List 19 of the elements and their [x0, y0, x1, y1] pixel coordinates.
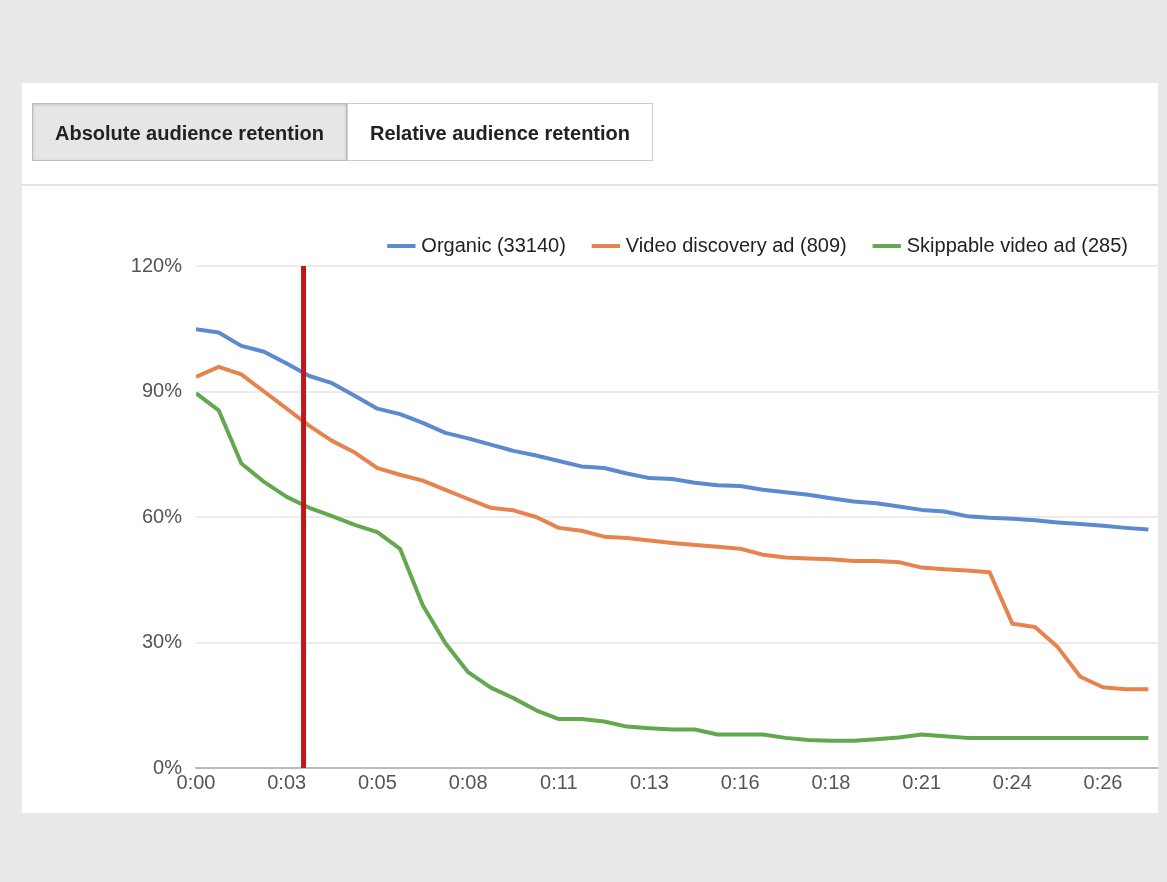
legend-label: Skippable video ad (285): [906, 233, 1129, 256]
text: Relative audience retention: [346, 103, 654, 161]
x-tick-label: 0:21: [902, 770, 942, 793]
x-tick-label: 0:18: [811, 770, 851, 793]
legend-label: Video discovery ad (809): [625, 233, 847, 256]
x-tick-label: 0:05: [357, 770, 397, 793]
x-tick-label: 0:13: [630, 770, 669, 793]
x-tick-label: 0:16: [720, 770, 760, 793]
y-tick-label: 30%: [141, 630, 183, 653]
x-tick-label: 0:08: [448, 770, 488, 793]
y-tick-label: 90%: [141, 379, 183, 402]
y-tick-label: 120%: [130, 253, 183, 276]
y-tick-label: 60%: [141, 504, 183, 527]
x-tick-label: 0:26: [1083, 770, 1123, 793]
legend-label: Organic (33140): [421, 233, 566, 256]
x-tick-label: 0:03: [267, 770, 307, 793]
x-tick-label: 0:24: [992, 770, 1032, 793]
text: Absolute audience retention: [32, 103, 347, 161]
x-tick-label: 0:11: [540, 770, 578, 793]
